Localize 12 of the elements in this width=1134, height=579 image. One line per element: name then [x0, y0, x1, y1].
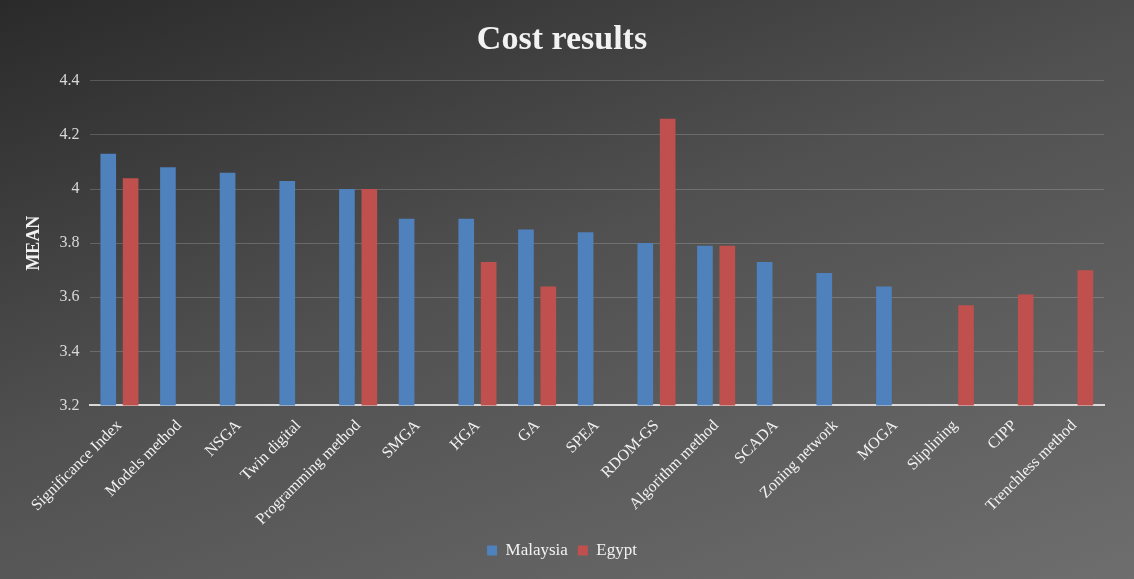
y-tick-label: 3.8	[59, 233, 80, 251]
y-tick-label: 4.4	[59, 71, 80, 88]
y-tick-label: 3.2	[59, 395, 80, 413]
x-tick-label: GA	[513, 415, 543, 445]
y-tick-label: 4.2	[59, 125, 80, 143]
legend-label: Malaysia	[505, 539, 569, 559]
y-tick-label: 3.4	[59, 341, 80, 359]
y-tick-label: 4	[71, 179, 80, 197]
y-tick-label: 3.6	[59, 287, 80, 305]
chart-title: Cost results	[476, 19, 648, 57]
legend-label: Egypt	[596, 539, 638, 559]
y-axis-title: MEAN	[23, 215, 44, 271]
